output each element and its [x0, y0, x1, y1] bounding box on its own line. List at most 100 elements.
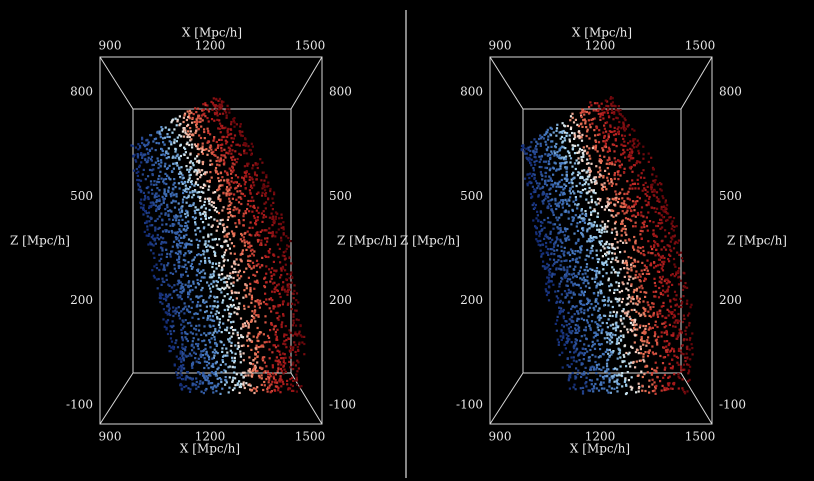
point: [260, 243, 263, 246]
point: [605, 139, 608, 142]
point: [195, 333, 198, 336]
point: [218, 188, 221, 191]
point: [665, 278, 668, 281]
point: [262, 183, 265, 186]
point: [194, 206, 197, 209]
point: [285, 235, 288, 238]
point: [245, 175, 248, 178]
point: [204, 171, 207, 174]
point: [282, 232, 285, 235]
point: [163, 325, 166, 328]
point: [593, 269, 596, 272]
point: [256, 218, 259, 221]
point: [291, 302, 294, 305]
point: [605, 370, 608, 373]
point: [619, 334, 622, 337]
point: [557, 182, 560, 185]
point: [653, 181, 656, 184]
point: [228, 207, 232, 210]
point: [594, 331, 597, 334]
point: [162, 180, 165, 183]
point: [607, 318, 610, 321]
point: [184, 245, 187, 248]
point: [188, 112, 191, 115]
point: [554, 202, 557, 205]
point: [201, 148, 204, 152]
point: [588, 222, 591, 225]
point: [282, 314, 285, 317]
point: [572, 283, 575, 286]
point: [615, 342, 618, 345]
point: [557, 168, 561, 171]
point: [678, 332, 681, 335]
point: [168, 293, 171, 296]
point: [220, 147, 223, 150]
point: [217, 159, 220, 162]
point: [151, 224, 154, 227]
point: [578, 293, 581, 296]
point: [547, 279, 551, 282]
point: [242, 359, 245, 362]
point: [557, 227, 560, 230]
point: [673, 242, 676, 245]
point: [610, 96, 613, 99]
point: [218, 180, 221, 183]
point: [653, 369, 656, 372]
point: [549, 230, 552, 233]
point: [192, 282, 195, 285]
point: [638, 279, 641, 282]
point: [601, 188, 604, 191]
point: [193, 120, 196, 124]
point: [670, 236, 673, 239]
point: [602, 131, 605, 134]
point: [607, 257, 610, 260]
point: [218, 238, 221, 241]
point: [614, 367, 617, 370]
point: [533, 155, 536, 158]
point: [572, 121, 576, 124]
point: [161, 223, 164, 226]
point: [598, 173, 602, 176]
point: [197, 343, 200, 346]
point: [684, 356, 687, 359]
point: [569, 248, 573, 251]
point: [618, 336, 621, 339]
point: [184, 151, 187, 154]
point: [209, 331, 212, 334]
point: [636, 211, 639, 215]
point: [225, 281, 229, 284]
point: [678, 253, 681, 256]
point: [155, 278, 158, 281]
point: [529, 145, 532, 148]
point: [189, 153, 192, 156]
point: [563, 246, 566, 249]
point: [243, 165, 246, 168]
point: [150, 183, 153, 186]
point: [230, 214, 233, 217]
point: [180, 369, 183, 372]
point: [220, 103, 223, 106]
point: [262, 216, 265, 219]
point: [688, 348, 691, 351]
point: [233, 371, 236, 374]
point: [270, 323, 274, 326]
point: [632, 214, 635, 217]
point: [202, 108, 205, 111]
point: [247, 325, 250, 328]
point: [181, 331, 184, 335]
point: [184, 147, 187, 151]
point: [659, 263, 662, 266]
point: [645, 291, 648, 294]
point: [529, 172, 532, 175]
point: [671, 283, 674, 286]
point: [592, 368, 596, 371]
point: [587, 112, 591, 115]
point: [583, 183, 586, 186]
point: [661, 284, 664, 288]
point: [221, 105, 224, 108]
point: [602, 175, 605, 178]
point: [236, 143, 239, 146]
point: [228, 183, 231, 186]
point: [245, 240, 248, 243]
point: [681, 320, 685, 324]
